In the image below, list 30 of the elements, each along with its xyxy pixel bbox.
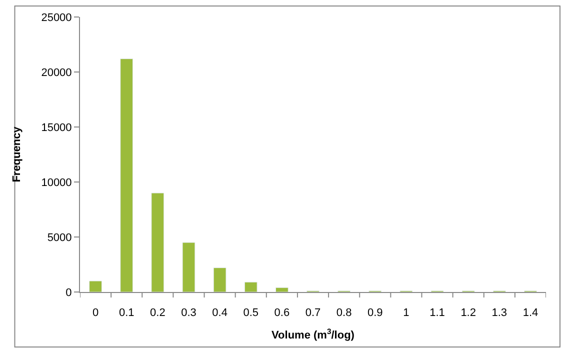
bar [244, 282, 258, 292]
y-tick-label: 0 [66, 286, 72, 299]
x-tick-label: 0.7 [305, 307, 321, 320]
y-axis-title: Frequency [10, 126, 23, 182]
x-tick-label: 0.3 [181, 307, 196, 320]
y-tick-label: 20000 [41, 66, 72, 79]
bar [182, 242, 196, 292]
bar [213, 268, 226, 292]
y-tick-label: 10000 [41, 176, 72, 189]
x-tick-label: 1.2 [460, 307, 476, 320]
x-tick-label: 0.6 [274, 307, 290, 320]
bar [151, 192, 164, 292]
x-tick-label: 0 [92, 307, 99, 320]
x-axis-title: Volume (m$^{3}$/log) [272, 326, 355, 342]
x-tick-label: 0.9 [367, 307, 383, 320]
x-tick-label: 0.8 [336, 307, 352, 320]
bar [89, 280, 102, 292]
x-tick-label: 1 [403, 307, 410, 320]
x-tick-label: 1.1 [430, 307, 445, 320]
x-tick-label: 0.1 [118, 307, 134, 320]
x-tick-label: 0.5 [243, 307, 259, 320]
bar [275, 287, 288, 292]
y-tick-label: 15000 [41, 122, 72, 134]
x-tick-label: 0.2 [150, 307, 166, 320]
x-tick-label: 0.4 [212, 307, 228, 320]
bar [120, 58, 134, 292]
x-tick-label: 1.3 [492, 307, 508, 320]
x-tick-label: 1.4 [522, 307, 538, 320]
y-tick-label: 25000 [41, 12, 72, 24]
y-tick-label: 5000 [47, 232, 72, 244]
